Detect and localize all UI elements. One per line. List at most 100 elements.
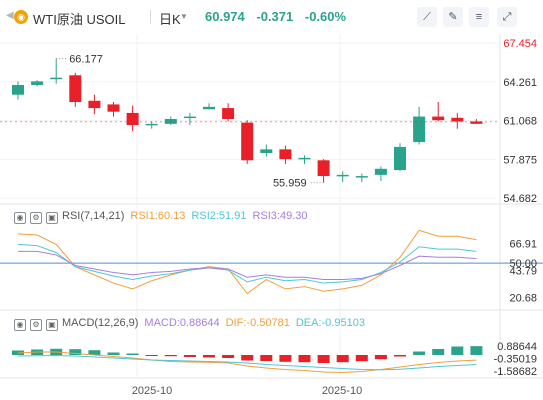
price-tick-label: 61.068 (503, 116, 537, 128)
candle-body (69, 75, 82, 102)
candle-body (432, 116, 445, 121)
macd-title: MACD(12,26,9) (62, 317, 139, 329)
symbol-name: WTI原油 (33, 12, 83, 27)
macd-histogram-bar (222, 355, 235, 358)
macd-histogram-bar (374, 355, 387, 360)
last-price: 60.974 (205, 9, 245, 24)
candle-body (145, 123, 158, 126)
rsi-series-line-3 (18, 250, 477, 281)
macd-histogram-bar (241, 355, 254, 361)
candle-body (413, 116, 426, 143)
price-tick-label: 57.875 (503, 154, 537, 166)
fullscreen-icon[interactable]: ⤢ (497, 7, 517, 27)
macd-histogram-bar (145, 355, 158, 356)
rsi-pane (0, 229, 543, 295)
gear-icon[interactable]: ⚙ (30, 212, 42, 224)
period-selector[interactable]: 日K (159, 12, 181, 27)
rsi3-value: RSI3:49.30 (252, 210, 308, 222)
macd-histogram-bar (107, 352, 120, 355)
collapse-icon[interactable]: ▣ (46, 212, 58, 224)
candle-body (222, 108, 235, 119)
candle-body (279, 149, 292, 160)
rsi-title-row: ◉ ⚙ ▣ RSI(7,14,21) RSI1:60.13 RSI2:51.91 RSI3:… (14, 210, 308, 224)
collapse-arrow-icon[interactable]: ◀ (6, 10, 14, 21)
candle-body (241, 122, 254, 161)
chevron-down-icon[interactable]: ▼ (180, 12, 188, 21)
candle-body (470, 121, 483, 124)
rsi1-value: RSI1:60.13 (130, 210, 186, 222)
candle-body (107, 104, 120, 112)
macd-histogram-bar (413, 351, 426, 355)
rsi-title: RSI(7,14,21) (62, 210, 125, 222)
line-tool-icon[interactable]: ⟋ (417, 7, 437, 27)
macd-pane (12, 346, 483, 374)
candle-body (355, 176, 368, 178)
gear-icon[interactable]: ⚙ (30, 319, 42, 331)
x-axis-label: 2025-10 (132, 385, 172, 397)
macd-histogram-bar (451, 346, 464, 355)
price-tick-label: 67.454 (503, 38, 537, 50)
macd-histogram-bar (394, 355, 406, 357)
axes: 67.454 64.261 61.068 57.875 54.682 66.91 50.00… (132, 38, 537, 397)
macd-histogram-bar (183, 355, 196, 357)
macd-tick-label: -0.35019 (494, 354, 537, 366)
macd-histogram-bar (126, 353, 139, 355)
candle-body (88, 100, 101, 109)
candle-body (317, 160, 330, 177)
price-change: -0.371 (256, 9, 294, 24)
candle-body (260, 149, 273, 153)
price-summary: 60.974 -0.371 -0.60% (205, 9, 354, 24)
extreme-label: 66.177 (69, 54, 103, 66)
macd-histogram-bar (336, 355, 349, 363)
candle-body (394, 146, 406, 170)
candle-body (298, 157, 311, 160)
collapse-icon[interactable]: ▣ (46, 319, 58, 331)
rsi-tick-label: 50.00 (509, 258, 537, 270)
candle-body (374, 168, 387, 175)
candle-body (12, 85, 24, 95)
rsi2-value: RSI2:51.91 (191, 210, 247, 222)
rsi-tick-label: 66.91 (509, 238, 537, 250)
macd-histogram-bar (432, 349, 445, 355)
rsi-series-line-2 (17, 243, 477, 284)
macd-histogram-bar (279, 355, 292, 362)
chart-header: ◀ ◉ WTI原油 USOIL 日K ▼ 60.974 -0.371 -0.60… (0, 0, 543, 34)
candle-body (336, 174, 349, 177)
settings-icon[interactable]: ≡ (469, 7, 489, 27)
eye-icon[interactable]: ◉ (14, 319, 26, 331)
price-tick-label: 64.261 (503, 77, 537, 89)
symbol-code: USOIL (86, 12, 126, 27)
candle-body (126, 112, 139, 126)
candle-body (31, 81, 44, 85)
dif-value: DIF:-0.50781 (225, 317, 290, 329)
eye-icon[interactable]: ◉ (14, 212, 26, 224)
candle-body (451, 117, 464, 122)
rsi-series-line-1 (17, 229, 477, 295)
price-change-pct: -0.60% (304, 9, 347, 24)
candle-body (203, 106, 215, 110)
macd-tick-label: -1.58682 (494, 366, 537, 378)
edit-tool-icon[interactable]: ✎ (443, 7, 463, 27)
macd-histogram-bar (203, 355, 215, 358)
macd-title-row: ◉ ⚙ ▣ MACD(12,26,9) MACD:0.88644 DIF:-0.50781… (14, 317, 365, 331)
symbol-title[interactable]: WTI原油 USOIL (33, 9, 125, 28)
macd-histogram-bar (317, 355, 330, 363)
dea-value: DEA:-0.95103 (295, 317, 365, 329)
macd-tick-label: 0.88644 (497, 341, 537, 353)
macd-value: MACD:0.88644 (144, 317, 220, 329)
dea-line (17, 354, 477, 371)
rsi-tick-label: 43.79 (509, 265, 537, 277)
macd-histogram-bar (470, 346, 483, 355)
header-divider (150, 10, 151, 24)
price-pane: 66.177 55.959 (0, 54, 497, 190)
extreme-label: 55.959 (273, 178, 307, 190)
candle-body (50, 77, 63, 80)
macd-histogram-bar (298, 355, 311, 363)
macd-histogram-bar (164, 355, 177, 357)
price-tick-label: 54.682 (503, 193, 537, 205)
macd-histogram-bar (88, 350, 101, 355)
x-axis-label: 2025-10 (322, 385, 362, 397)
symbol-logo-icon: ◉ (14, 10, 28, 24)
dif-line (17, 351, 477, 374)
